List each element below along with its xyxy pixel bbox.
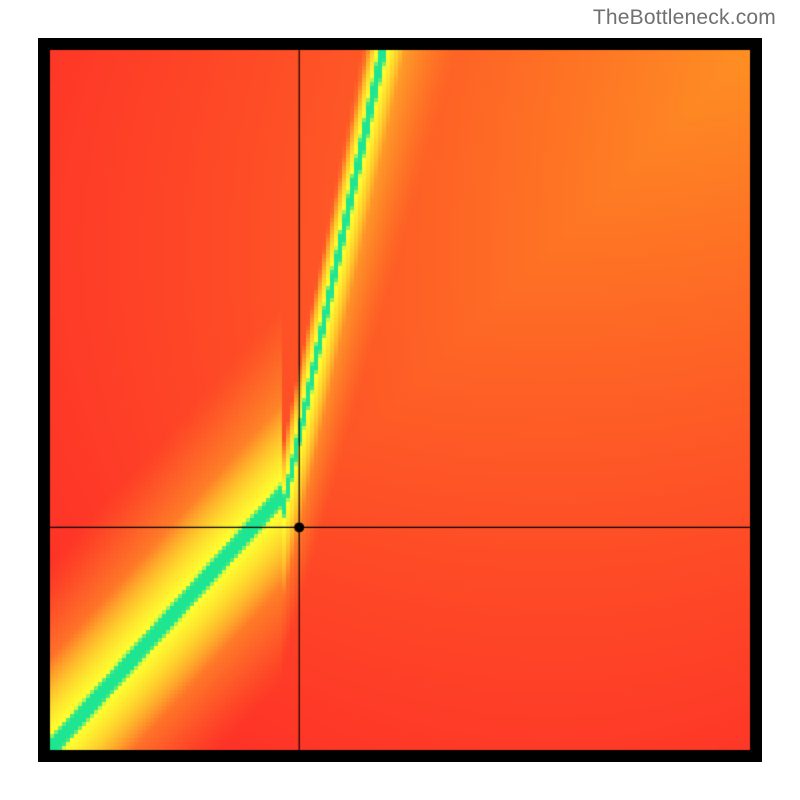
crosshair-overlay — [38, 38, 762, 762]
root: TheBottleneck.com — [0, 0, 800, 800]
plot-frame — [38, 38, 762, 762]
attribution-label: TheBottleneck.com — [593, 6, 776, 30]
